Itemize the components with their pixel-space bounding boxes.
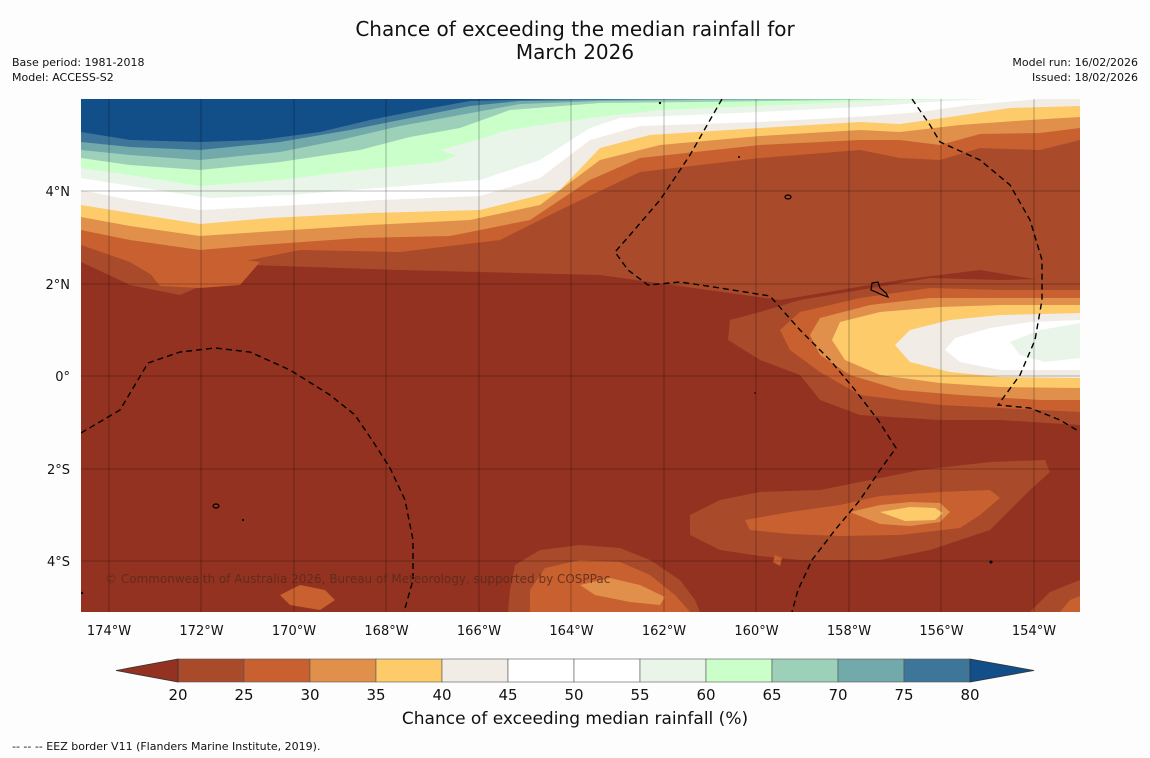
island-north (784, 194, 792, 200)
colorbar-tick-label: 30 (300, 686, 319, 704)
lat-label: 2°S (47, 463, 70, 478)
colorbar-swatch (177, 658, 245, 683)
island-dots (81, 101, 993, 595)
colorbar-swatch (573, 658, 641, 683)
colorbar-tick-label: 45 (498, 686, 517, 704)
colorbar-tick-label: 75 (894, 686, 913, 704)
lon-gridlines (108, 99, 1035, 612)
island-dot (242, 519, 244, 521)
island-dot (754, 392, 756, 394)
eez-borders (81, 99, 1080, 612)
map-area: © Commonwealth of Australia 2026, Bureau… (81, 99, 1080, 612)
lon-label: 166°W (457, 624, 501, 639)
west-patch-30 (150, 258, 260, 288)
model-run-date: Model run: 16/02/2026 (1012, 56, 1138, 69)
colorbar-tick-label: 60 (696, 686, 715, 704)
colorbar-tick-label: 80 (960, 686, 979, 704)
title-line-2: March 2026 (515, 40, 635, 64)
colorbar-tick-label: 55 (630, 686, 649, 704)
colorbar-swatch (705, 658, 773, 683)
eez-border-west (81, 347, 414, 612)
lon-label: 156°W (919, 624, 963, 639)
colorbar-tick-label: 50 (564, 686, 583, 704)
colorbar-under-arrow (115, 658, 179, 683)
island-dot (989, 560, 993, 564)
lon-label: 158°W (827, 624, 871, 639)
colorbar-swatch (375, 658, 443, 683)
island-kiritimati (870, 281, 890, 299)
chart-title: Chance of exceeding the median rainfall … (0, 18, 1150, 64)
lat-label: 4°N (46, 185, 71, 200)
island-dot (81, 591, 84, 595)
base-info: Base period: 1981-2018 Model: ACCESS-S2 (12, 55, 144, 85)
island-dot (738, 156, 740, 158)
north-light-patch (440, 122, 580, 160)
run-info: Model run: 16/02/2026 Issued: 18/02/2026 (1012, 55, 1138, 85)
colorbar-title: Chance of exceeding median rainfall (%) (401, 709, 749, 729)
colorbar-tick-label: 20 (168, 686, 187, 704)
lat-label: 0° (55, 370, 70, 385)
lon-labels: 174°W 172°W 170°W 168°W 166°W 164°W 162°W 160°W… (87, 624, 1056, 639)
colorbar-swatch (507, 658, 575, 683)
island-dot (658, 101, 662, 105)
lat-label: 2°N (46, 278, 71, 293)
base-period: Base period: 1981-2018 (12, 56, 145, 69)
lon-label: 174°W (87, 624, 131, 639)
colorbar-tick-label: 70 (828, 686, 847, 704)
lon-label: 162°W (642, 624, 686, 639)
se-small-patch (773, 555, 782, 566)
lon-label: 160°W (734, 624, 778, 639)
lon-label: 172°W (179, 624, 223, 639)
colorbar-swatch (771, 658, 839, 683)
model-name: Model: ACCESS-S2 (12, 71, 114, 84)
eez-border-central (614, 99, 897, 612)
colorbar-swatch (837, 658, 905, 683)
north-band-over (81, 99, 560, 142)
lon-label: 170°W (272, 624, 316, 639)
colorbar-swatch (903, 658, 971, 683)
colorbar-over-arrow (969, 658, 1035, 683)
islands (212, 194, 890, 509)
lat-gridlines (81, 190, 1080, 562)
colorbar: 20 25 30 35 40 45 50 55 60 65 70 75 80 (115, 658, 1035, 704)
colorbar-tick-label: 65 (762, 686, 781, 704)
south-band-35 (580, 578, 665, 605)
colorbar-tick-label: 25 (234, 686, 253, 704)
lon-label: 154°W (1012, 624, 1056, 639)
eez-footnote: -- -- -- EEZ border V11 (Flanders Marine… (12, 740, 321, 753)
colorbar-tick-label: 40 (432, 686, 451, 704)
colorbar-swatch (441, 658, 509, 683)
colorbar-tick-label: 35 (366, 686, 385, 704)
island-west (212, 503, 220, 509)
copyright-text: © Commonwealth of Australia 2026, Bureau… (105, 572, 610, 586)
lat-label: 4°S (47, 555, 70, 570)
issued-date: Issued: 18/02/2026 (1031, 71, 1138, 84)
south-east-corner-30 (1060, 596, 1080, 612)
colorbar-swatch (243, 658, 311, 683)
east-tongue-60 (1010, 323, 1080, 362)
se-band-40 (880, 507, 943, 521)
colorbar-swatch (309, 658, 377, 683)
colorbar-swatch (639, 658, 707, 683)
lat-labels: 4°N 2°N 0° 2°S 4°S (46, 185, 71, 570)
lon-label: 168°W (364, 624, 408, 639)
title-line-1: Chance of exceeding the median rainfall … (355, 17, 795, 41)
south-west-patch (280, 585, 335, 610)
lon-label: 164°W (549, 624, 593, 639)
